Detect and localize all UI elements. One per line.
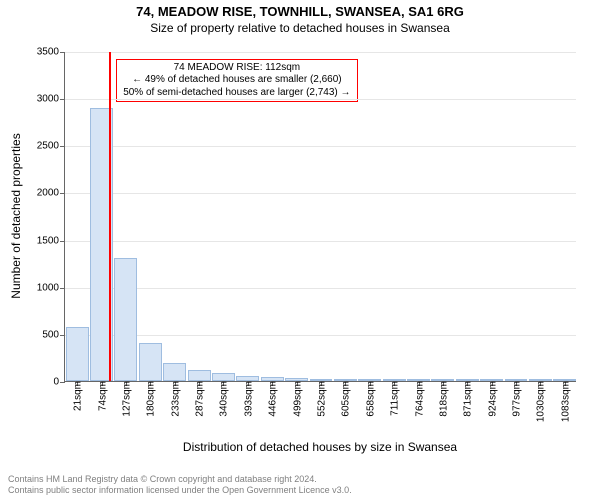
x-axis-label: Distribution of detached houses by size … — [64, 440, 576, 454]
ytick-label: 2500 — [37, 141, 65, 152]
histogram-plot: 74 MEADOW RISE: 112sqm ← 49% of detached… — [64, 52, 576, 382]
callout-line-1: 74 MEADOW RISE: 112sqm — [123, 62, 350, 75]
xtick-label: 552sqm — [315, 381, 328, 417]
xtick-label: 127sqm — [119, 381, 132, 417]
gridline — [65, 335, 576, 336]
xtick-label: 21sqm — [71, 381, 84, 411]
marker-callout: 74 MEADOW RISE: 112sqm ← 49% of detached… — [116, 59, 357, 103]
footer-line-1: Contains HM Land Registry data © Crown c… — [8, 474, 592, 485]
xtick-label: 180sqm — [144, 381, 157, 417]
ytick-label: 3000 — [37, 94, 65, 105]
callout-line-2: ← 49% of detached houses are smaller (2,… — [123, 74, 350, 87]
xtick-label: 711sqm — [388, 381, 401, 416]
gridline — [65, 99, 576, 100]
xtick-label: 1083sqm — [558, 381, 571, 422]
ytick-label: 2000 — [37, 188, 65, 199]
xtick-label: 499sqm — [290, 381, 303, 417]
xtick-label: 287sqm — [193, 381, 206, 417]
xtick-label: 605sqm — [339, 381, 352, 417]
xtick-label: 924sqm — [485, 381, 498, 417]
gridline — [65, 288, 576, 289]
histogram-bar — [66, 327, 89, 381]
histogram-bar — [188, 370, 211, 381]
gridline — [65, 193, 576, 194]
y-axis-label: Number of detached properties — [9, 116, 23, 316]
ytick-label: 0 — [53, 377, 65, 388]
xtick-label: 446sqm — [266, 381, 279, 417]
property-marker-line — [109, 52, 111, 381]
gridline — [65, 146, 576, 147]
page-title: 74, MEADOW RISE, TOWNHILL, SWANSEA, SA1 … — [0, 0, 600, 19]
xtick-label: 393sqm — [241, 381, 254, 417]
page-subtitle: Size of property relative to detached ho… — [0, 19, 600, 35]
gridline — [65, 52, 576, 53]
ytick-label: 500 — [42, 329, 65, 340]
histogram-bar — [139, 343, 162, 381]
histogram-bar — [163, 363, 186, 381]
footer: Contains HM Land Registry data © Crown c… — [8, 474, 592, 496]
histogram-bar — [212, 373, 235, 381]
ytick-label: 1000 — [37, 282, 65, 293]
callout-line-3: 50% of semi-detached houses are larger (… — [123, 87, 350, 100]
xtick-label: 764sqm — [412, 381, 425, 417]
xtick-label: 977sqm — [510, 381, 523, 417]
ytick-label: 1500 — [37, 235, 65, 246]
histogram-bar — [114, 258, 137, 381]
xtick-label: 74sqm — [95, 381, 108, 411]
xtick-label: 233sqm — [168, 381, 181, 417]
xtick-label: 871sqm — [461, 381, 474, 417]
footer-line-2: Contains public sector information licen… — [8, 485, 592, 496]
ytick-label: 3500 — [37, 47, 65, 58]
xtick-label: 340sqm — [217, 381, 230, 417]
xtick-label: 1030sqm — [534, 381, 547, 422]
xtick-label: 818sqm — [436, 381, 449, 417]
xtick-label: 658sqm — [363, 381, 376, 417]
gridline — [65, 241, 576, 242]
